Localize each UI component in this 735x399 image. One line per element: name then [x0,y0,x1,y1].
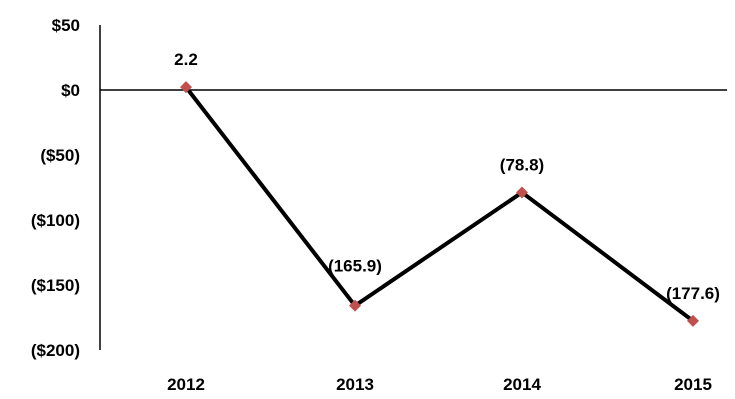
y-tick-labels: $50 $0 ($50) ($100) ($150) ($200) [31,16,80,360]
y-tick-label: ($150) [31,276,80,295]
data-label: (165.9) [328,257,382,276]
x-tick-label: 2012 [167,375,205,394]
y-tick-label: $0 [61,81,80,100]
data-point-marker [516,186,528,199]
data-point-marker [687,314,699,327]
data-label: (78.8) [500,155,544,174]
y-tick-label: ($200) [31,341,80,360]
x-tick-label: 2013 [336,375,374,394]
marker-layer [180,81,699,327]
data-labels: 2.2 (165.9) (78.8) (177.6) [174,50,720,303]
x-tick-label: 2015 [674,375,712,394]
data-point-marker [180,81,192,94]
series-line-segment [520,190,695,323]
y-tick-label: ($50) [40,146,80,165]
series-layer [184,85,695,323]
data-label: 2.2 [174,50,198,69]
data-label: (177.6) [666,284,720,303]
y-tick-label: ($100) [31,211,80,230]
data-point-marker [349,299,361,312]
axes-layer [99,25,727,350]
y-tick-label: $50 [52,16,80,35]
x-tick-label: 2014 [503,375,541,394]
series-line-segment [184,85,357,308]
series-line-segment [353,190,524,308]
x-tick-labels: 2012 2013 2014 2015 [167,375,712,394]
